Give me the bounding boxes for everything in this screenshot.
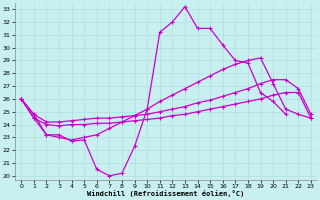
X-axis label: Windchill (Refroidissement éolien,°C): Windchill (Refroidissement éolien,°C) [87,190,245,197]
